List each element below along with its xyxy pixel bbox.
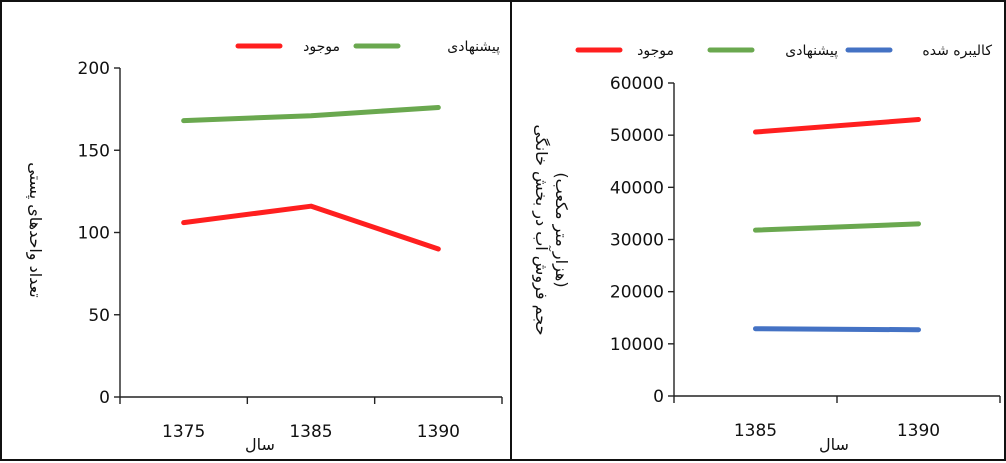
right-y-tick-label: 40000 — [610, 178, 664, 198]
right-y-axis-label-unit: (هزار متر مکعب) — [551, 172, 571, 287]
left-y-tick-label: 150 — [78, 141, 110, 161]
left-y-axis-label: تعداد واحدهای پستی — [25, 162, 45, 298]
right-y-tick-label: 30000 — [610, 231, 664, 251]
left-legend-label-1: پیشنهادی — [447, 39, 500, 55]
right-x-axis-label: سال — [819, 435, 849, 454]
right-x-tick-label: 1385 — [734, 421, 777, 441]
right-legend-label-2: کالیبره شده — [922, 43, 992, 59]
right-y-axis-label: حجم فروش آب در بخش خانگی — [531, 125, 551, 336]
left-legend-label-0: موجود — [303, 39, 340, 55]
chart-left-svg: 0 50 100 150 200 1375 1385 1390 سال تعداد واحدهای… — [25, 39, 503, 454]
left-series-line-0 — [181, 203, 441, 252]
right-y-tick-label: 50000 — [610, 126, 664, 146]
right-series-line-0 — [753, 117, 921, 135]
chart-right-svg: 0 10000 20000 30000 40000 50000 60000 1385 1390 س… — [531, 43, 1001, 454]
left-y-tick-label: 0 — [99, 388, 110, 408]
left-series-line-1 — [181, 104, 441, 124]
left-y-tick-label: 50 — [88, 306, 110, 326]
left-x-tick-label: 1385 — [289, 422, 332, 442]
left-x-tick-label: 1375 — [162, 422, 205, 442]
left-y-tick-label: 200 — [78, 59, 110, 79]
chart-panel-left: 0 50 100 150 200 1375 1385 1390 سال تعداد واحدهای… — [0, 0, 512, 461]
left-x-axis-label: سال — [245, 435, 275, 454]
right-x-tick-label: 1390 — [897, 421, 940, 441]
right-series-line-2 — [753, 326, 921, 333]
chart-panel-right: 0 10000 20000 30000 40000 50000 60000 1385 1390 س… — [512, 0, 1006, 461]
right-y-tick-label: 0 — [653, 387, 664, 407]
right-y-tick-label: 10000 — [610, 335, 664, 355]
left-y-tick-label: 100 — [78, 224, 110, 244]
right-legend-label-0: موجود — [637, 43, 674, 59]
right-y-tick-label: 20000 — [610, 283, 664, 303]
left-x-tick-label: 1390 — [417, 422, 460, 442]
right-y-tick-label: 60000 — [610, 74, 664, 94]
right-series-line-1 — [753, 221, 921, 233]
right-legend-label-1: پیشنهادی — [785, 43, 838, 59]
